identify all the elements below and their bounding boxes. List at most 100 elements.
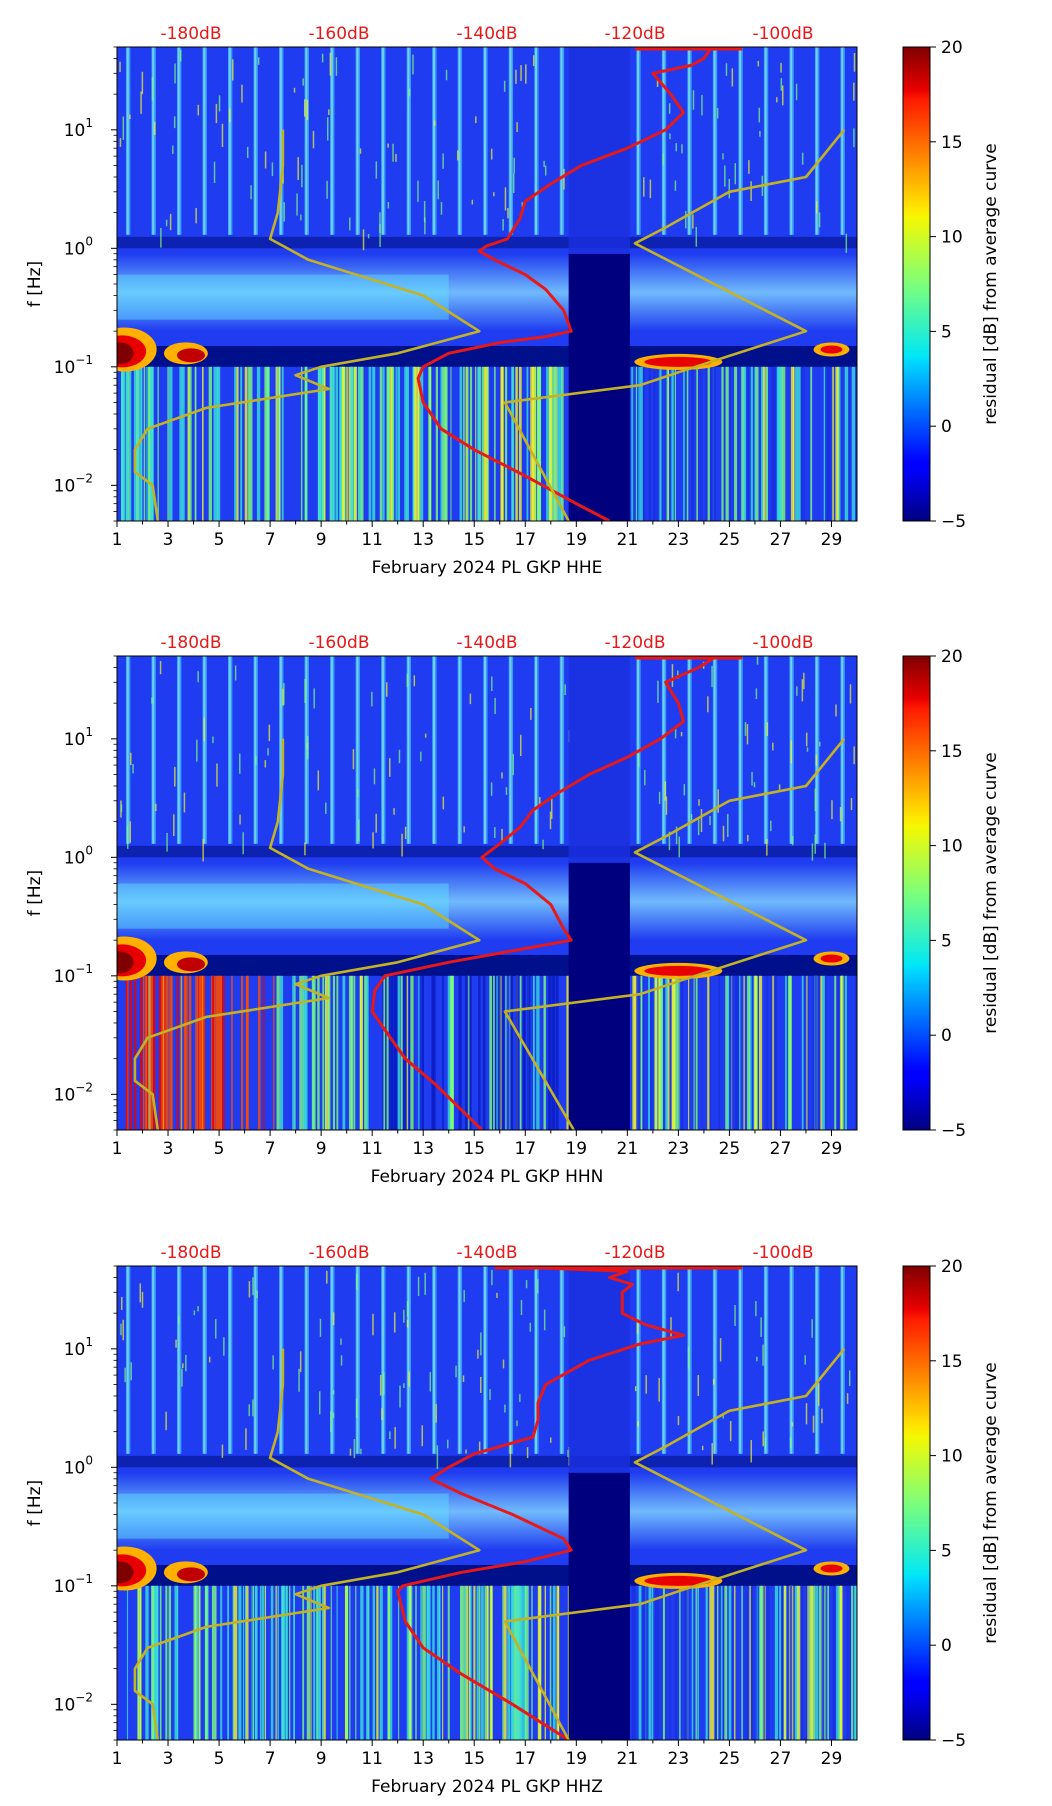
streak: [557, 1585, 560, 1740]
streak: [490, 1585, 493, 1740]
streak: [822, 975, 826, 1130]
noise-speck: [811, 1319, 813, 1338]
noise-speck: [790, 740, 792, 764]
colorbar-tick-label: 0: [941, 1636, 952, 1656]
noise-speck: [520, 1299, 523, 1316]
streak: [502, 975, 505, 1130]
noise-speck: [848, 1370, 851, 1387]
low-frequency-streaks: [126, 1585, 857, 1740]
streak: [461, 1585, 465, 1740]
noise-speck: [493, 192, 495, 197]
y-axis-label: f [Hz]: [25, 261, 45, 307]
noise-speck: [707, 696, 709, 713]
stripe-core: [841, 47, 844, 235]
noise-speck: [701, 94, 703, 116]
streak: [220, 1585, 223, 1740]
diurnal-stripes: [125, 1266, 845, 1454]
streak: [806, 975, 808, 1130]
stripe-core: [432, 47, 435, 235]
y-tick-label: 10−2: [54, 1080, 93, 1105]
noise-speck: [124, 1367, 126, 1383]
streak: [666, 366, 669, 521]
streak: [566, 975, 570, 1130]
streak: [548, 975, 552, 1130]
noise-speck: [340, 1338, 342, 1345]
noise-speck: [831, 800, 833, 820]
noise-speck: [165, 219, 168, 227]
streak: [360, 975, 363, 1130]
streak: [292, 975, 296, 1130]
streak: [668, 1585, 671, 1740]
noise-speck: [724, 165, 726, 187]
noise-speck: [505, 787, 508, 795]
streak: [336, 1585, 338, 1740]
streak: [360, 366, 364, 521]
streak: [125, 366, 129, 521]
streak: [382, 975, 384, 1130]
noise-speck: [649, 179, 652, 199]
noise-speck: [846, 1393, 849, 1404]
streak: [245, 1585, 249, 1740]
colorbar-tick-label: −5: [941, 1121, 966, 1141]
streak: [838, 1585, 841, 1740]
stripe-core: [483, 656, 486, 844]
streak: [410, 975, 414, 1130]
noise-speck: [501, 828, 503, 842]
noise-speck: [796, 686, 798, 696]
colorbar-tick-label: 10: [941, 228, 963, 248]
streak: [264, 1585, 267, 1740]
noise-speck: [417, 180, 419, 202]
streak: [736, 975, 739, 1130]
noise-speck: [421, 1425, 423, 1447]
streak: [412, 366, 414, 521]
noise-speck: [758, 107, 761, 123]
streak: [240, 975, 244, 1130]
streak: [851, 366, 856, 521]
noise-speck: [175, 1339, 177, 1348]
noise-speck: [819, 741, 821, 747]
noise-speck: [126, 825, 129, 849]
noise-speck: [267, 748, 269, 756]
streak: [518, 366, 522, 521]
noise-speck: [218, 95, 221, 112]
streak: [696, 366, 698, 521]
noise-speck: [750, 181, 752, 201]
colorbar-tick-label: −5: [941, 512, 966, 532]
streak: [741, 366, 744, 521]
stripe-core: [841, 656, 844, 844]
streak: [379, 1585, 383, 1740]
noise-speck: [203, 717, 205, 742]
streak: [744, 1585, 746, 1740]
streak: [317, 975, 320, 1130]
streak: [445, 366, 448, 521]
top-db-label: -180dB: [160, 633, 221, 653]
noise-speck: [764, 1437, 767, 1449]
streak: [234, 366, 237, 521]
streak: [767, 975, 769, 1130]
x-tick-label: 11: [361, 1749, 383, 1769]
noise-speck: [778, 784, 781, 792]
streak: [468, 975, 472, 1130]
streak: [450, 366, 452, 521]
noise-speck: [748, 160, 750, 174]
x-axis-label: February 2024 PL GKP HHE: [372, 558, 603, 578]
streak: [275, 1585, 277, 1740]
streak: [126, 975, 129, 1130]
streak: [475, 366, 477, 521]
x-tick-label: 1: [112, 530, 123, 550]
colorbar-tick-label: 20: [941, 1257, 963, 1277]
streak: [654, 975, 658, 1130]
noise-speck: [387, 202, 390, 209]
streak: [162, 975, 166, 1130]
streak: [836, 1585, 839, 1740]
streak: [825, 1585, 827, 1740]
noise-speck: [746, 724, 749, 745]
streak: [854, 1585, 857, 1740]
streak: [520, 1585, 524, 1740]
noise-speck: [478, 1441, 481, 1455]
peak: [820, 1564, 843, 1573]
noise-speck: [406, 1319, 409, 1328]
streak: [738, 975, 741, 1130]
high-frequency-noise: [120, 656, 855, 862]
